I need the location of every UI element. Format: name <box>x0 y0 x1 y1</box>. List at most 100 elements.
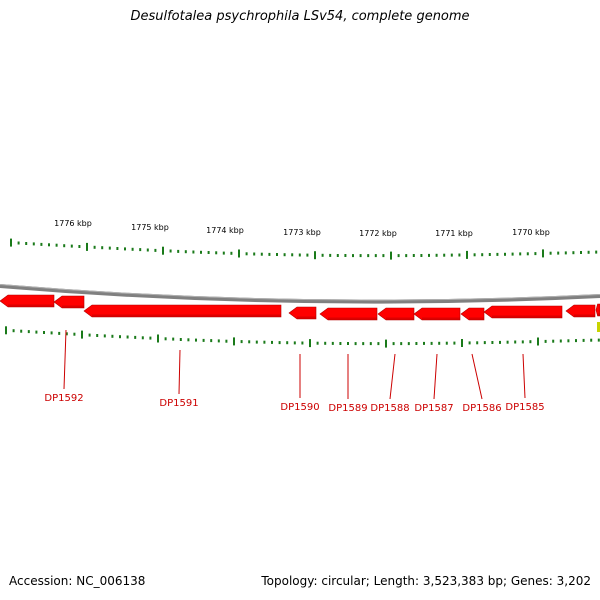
gene-arrow <box>595 303 600 317</box>
outer-tick <box>291 253 294 257</box>
outer-tick <box>314 251 316 260</box>
inner-tick <box>286 341 289 345</box>
inner-tick <box>400 342 403 346</box>
genome-summary-text: Topology: circular; Length: 3,523,383 bp… <box>261 574 591 588</box>
outer-tick <box>458 253 461 257</box>
inner-tick <box>27 330 30 334</box>
outer-tick <box>101 246 104 250</box>
outer-tick <box>276 253 278 256</box>
outer-tick <box>473 253 476 257</box>
outer-tick <box>63 244 66 248</box>
outer-tick <box>587 250 590 254</box>
inner-tick <box>172 337 175 341</box>
outer-tick <box>200 250 202 254</box>
inner-tick <box>225 339 228 343</box>
inner-tick <box>590 338 593 342</box>
gene-arrow-shadow <box>62 305 84 308</box>
inner-tick-ring <box>5 326 600 348</box>
inner-tick <box>476 341 479 345</box>
inner-tick <box>134 335 137 339</box>
outer-tick <box>207 251 210 254</box>
outer-tick <box>526 252 529 256</box>
outer-tick <box>222 251 225 255</box>
gene-arrow-shadow <box>597 313 600 316</box>
outer-tick <box>154 248 157 252</box>
outer-tick <box>268 252 271 256</box>
gene-label: DP1592 <box>44 393 83 404</box>
gene-arrow <box>319 307 378 321</box>
inner-tick <box>331 341 334 345</box>
outer-tick <box>428 253 430 257</box>
inner-tick <box>50 331 53 335</box>
inner-tick <box>263 340 266 344</box>
outer-tick <box>184 250 187 254</box>
inner-tick <box>324 341 327 345</box>
inner-tick <box>179 338 182 341</box>
outer-tick <box>504 252 506 256</box>
inner-tick <box>20 329 23 333</box>
inner-tick <box>81 330 83 339</box>
outer-tick <box>40 242 43 246</box>
scale-label: 1772 kbp <box>359 229 397 238</box>
inner-tick <box>88 333 91 337</box>
inner-tick <box>491 341 494 344</box>
gene-arrow <box>288 306 317 320</box>
outer-tick <box>450 253 453 257</box>
scale-label: 1776 kbp <box>54 219 92 228</box>
outer-tick <box>519 252 522 256</box>
outer-tick <box>283 253 286 257</box>
gene-label: DP1590 <box>280 402 319 413</box>
gene-leader-line <box>471 353 483 400</box>
inner-tick <box>438 341 441 345</box>
inner-tick <box>529 340 532 344</box>
outer-tick <box>496 252 499 256</box>
inner-tick <box>354 342 357 346</box>
inner-tick <box>369 342 372 346</box>
inner-tick <box>233 337 235 346</box>
outer-tick <box>390 251 392 260</box>
outer-tick <box>435 253 438 257</box>
inner-tick <box>65 332 68 336</box>
inner-tick <box>423 341 425 345</box>
outer-tick <box>139 248 142 252</box>
outer-tick <box>306 253 309 257</box>
inner-tick <box>202 338 205 342</box>
inner-tick <box>575 339 577 343</box>
inner-tick <box>499 340 501 344</box>
accession-text: Accession: NC_006138 <box>9 574 146 588</box>
inner-tick <box>521 340 524 344</box>
outer-tick-ring <box>10 238 598 260</box>
inner-tick <box>157 334 159 343</box>
partial-gene <box>597 322 600 332</box>
outer-tick <box>124 247 126 251</box>
inner-tick <box>43 331 45 334</box>
gene-arrow <box>53 295 85 309</box>
inner-tick <box>187 338 190 342</box>
outer-tick <box>55 243 58 247</box>
inner-tick <box>309 339 311 348</box>
inner-tick <box>149 336 152 340</box>
inner-tick <box>582 338 585 342</box>
inner-tick <box>5 326 7 335</box>
outer-tick <box>336 254 339 257</box>
inner-tick <box>506 340 509 344</box>
gene-leader-line <box>63 329 67 390</box>
gene-arrow-shadow <box>492 315 562 318</box>
inner-tick <box>544 339 547 343</box>
gene-arrow-shadow <box>297 316 316 319</box>
outer-tick <box>321 253 324 257</box>
inner-tick <box>316 341 319 345</box>
outer-tick <box>572 251 575 255</box>
outer-tick <box>534 252 537 256</box>
gene-arrow-shadow <box>574 314 595 317</box>
inner-tick <box>430 341 433 345</box>
inner-tick <box>537 337 539 346</box>
gene-arrow <box>483 305 563 319</box>
outer-tick <box>359 254 362 258</box>
outer-tick <box>542 249 544 258</box>
outer-tick <box>48 243 50 247</box>
gene-arrow <box>0 294 55 308</box>
outer-tick <box>260 252 263 256</box>
inner-tick <box>210 339 213 343</box>
scale-label: 1773 kbp <box>283 228 321 237</box>
